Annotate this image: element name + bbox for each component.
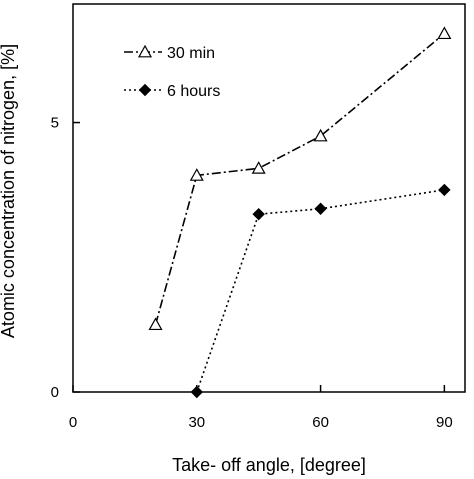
legend-label: 6 hours	[167, 83, 220, 100]
series-layer	[148, 26, 452, 399]
series-30-min	[148, 26, 452, 331]
data-point	[313, 128, 328, 142]
y-tick-label: 5	[51, 115, 59, 132]
data-point	[437, 26, 452, 40]
y-axis-ticks: 05	[51, 115, 80, 401]
x-tick-label: 90	[436, 414, 453, 431]
x-tick-label: 0	[69, 414, 77, 431]
plot-frame	[72, 3, 466, 393]
legend: 30 min 6 hours	[124, 44, 220, 100]
legend-marker	[138, 83, 152, 97]
data-point	[251, 161, 266, 174]
y-tick-label: 0	[51, 384, 59, 401]
data-point	[314, 202, 327, 215]
data-point	[252, 207, 265, 221]
series-6-hours	[190, 183, 451, 399]
x-tick-label: 60	[312, 414, 329, 431]
data-point	[438, 183, 451, 197]
legend-label: 30 min	[167, 45, 215, 62]
plot-border	[72, 3, 466, 393]
x-tick-label: 30	[188, 414, 205, 431]
y-axis-title: Atomic concentration of nitrogen, [%]	[0, 44, 18, 338]
data-point	[189, 168, 204, 181]
data-point	[148, 317, 163, 331]
data-point	[190, 385, 203, 399]
series-line	[196, 189, 445, 393]
legend-marker	[137, 44, 153, 58]
x-axis-title: Take- off angle, [degree]	[172, 455, 366, 475]
x-axis-ticks: 0 30 60 90	[69, 385, 453, 431]
